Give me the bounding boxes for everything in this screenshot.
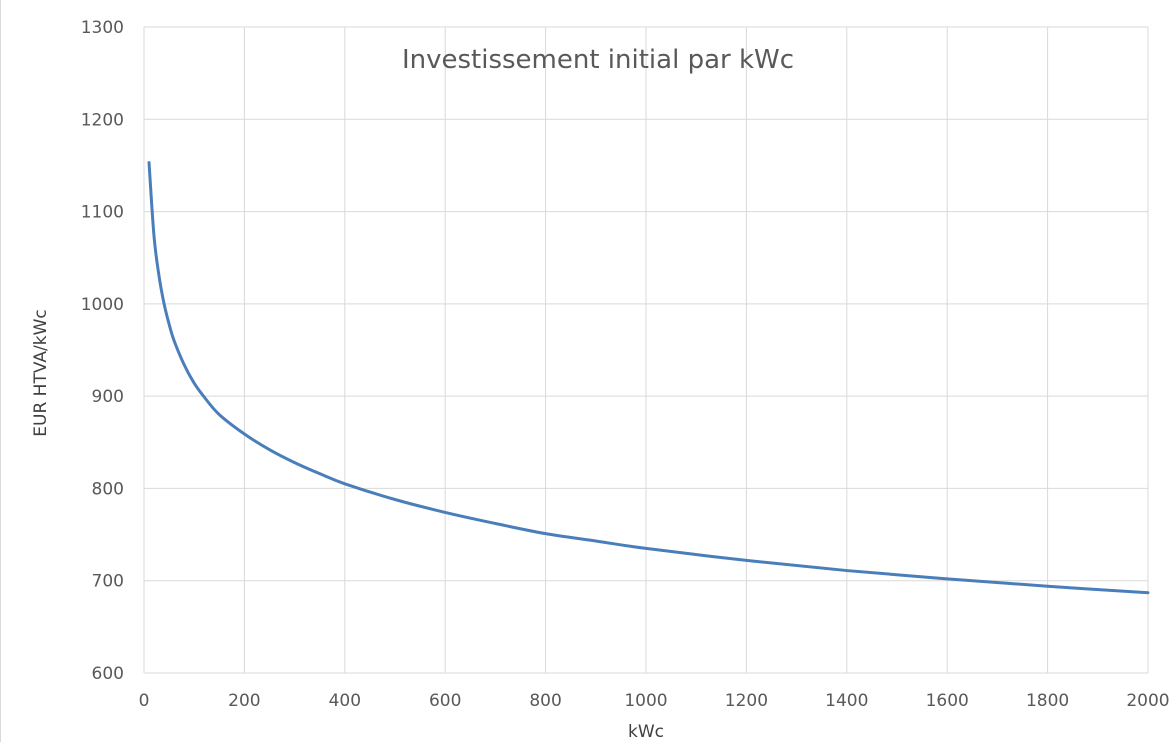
x-tick-label: 600 xyxy=(429,691,461,711)
x-axis-ticks: 0 200 400 600 800 1000 1200 1400 1600 1800 2000 xyxy=(139,691,1170,711)
x-tick-label: 2000 xyxy=(1126,691,1169,711)
x-axis-title: kWc xyxy=(628,722,664,742)
x-tick-label: 1000 xyxy=(624,691,667,711)
x-tick-label: 1800 xyxy=(1026,691,1069,711)
y-tick-label: 1300 xyxy=(81,18,124,38)
y-tick-label: 600 xyxy=(92,664,124,684)
x-tick-label: 200 xyxy=(228,691,260,711)
y-axis-title: EUR HTVA/kWc xyxy=(31,309,51,436)
x-tick-label: 1400 xyxy=(825,691,868,711)
x-tick-label: 0 xyxy=(139,691,150,711)
x-tick-label: 1200 xyxy=(725,691,768,711)
x-tick-label: 800 xyxy=(529,691,561,711)
y-tick-label: 900 xyxy=(92,387,124,407)
x-tick-label: 1600 xyxy=(926,691,969,711)
y-axis-ticks: 600 700 800 900 1000 1100 1200 1300 xyxy=(81,18,124,684)
series-layer xyxy=(147,161,1150,595)
gridlines xyxy=(143,26,1149,674)
y-tick-label: 1000 xyxy=(81,295,124,315)
series-line xyxy=(147,161,1150,595)
y-tick-label: 1100 xyxy=(81,203,124,223)
y-tick-label: 700 xyxy=(92,572,124,592)
y-tick-label: 1200 xyxy=(81,110,124,130)
chart-title: Investissement initial par kWc xyxy=(402,45,794,75)
x-tick-label: 400 xyxy=(329,691,361,711)
y-tick-label: 800 xyxy=(92,479,124,499)
